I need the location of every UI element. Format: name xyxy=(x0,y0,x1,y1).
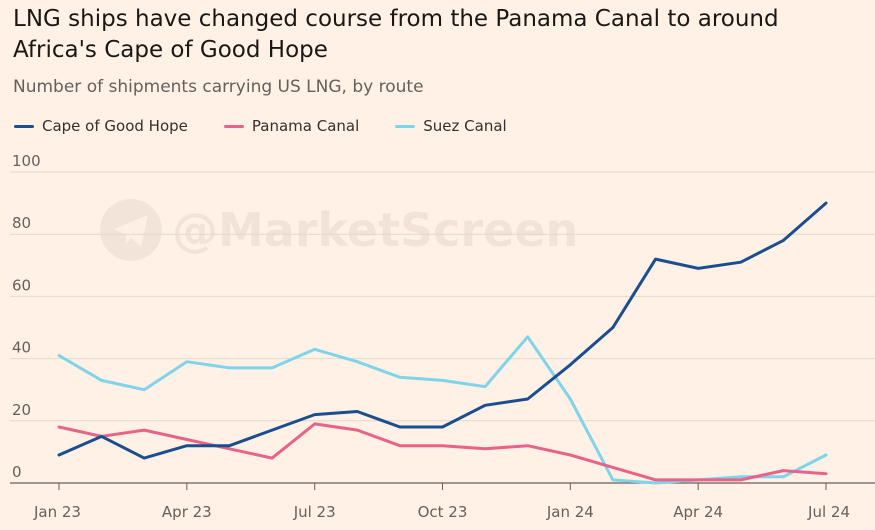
x-tick-label: Jan 23 xyxy=(33,503,81,521)
y-tick-label-100: 100 xyxy=(12,152,41,170)
x-tick-label: Oct 23 xyxy=(418,503,468,521)
legend-swatch-cape xyxy=(14,124,34,128)
chart-subtitle: Number of shipments carrying US LNG, by … xyxy=(13,77,424,97)
legend-label-cape: Cape of Good Hope xyxy=(42,117,188,135)
y-tick-label-20: 20 xyxy=(12,401,31,419)
paper-plane-icon xyxy=(114,215,148,247)
y-tick-label-0: 0 xyxy=(12,463,22,481)
series-line-cape-of-good-hope[interactable] xyxy=(57,201,828,460)
watermark-text: @MarketScreen xyxy=(172,203,578,257)
legend-swatch-panama xyxy=(223,124,244,128)
watermark: @MarketScreen xyxy=(100,199,578,261)
chart-title: LNG ships have changed course from the P… xyxy=(13,6,779,63)
x-tick-label: Jul 24 xyxy=(807,503,850,521)
y-tick-label-80: 80 xyxy=(12,214,31,232)
x-tick-label: Apr 24 xyxy=(673,503,723,521)
x-tick-label: Jan 24 xyxy=(546,503,594,521)
legend-label-suez: Suez Canal xyxy=(423,117,507,135)
x-tick-label: Jul 23 xyxy=(293,503,336,521)
y-tick-label-60: 60 xyxy=(12,276,31,294)
legend-item-suez[interactable]: Suez Canal xyxy=(395,117,507,135)
series-line-panama-canal[interactable] xyxy=(57,422,828,482)
legend-label-panama: Panama Canal xyxy=(251,117,360,135)
legend-item-cape[interactable]: Cape of Good Hope xyxy=(14,117,188,135)
legend: Cape of Good Hope Panama Canal Suez Cana… xyxy=(14,115,543,137)
y-tick-label-40: 40 xyxy=(12,339,31,357)
legend-swatch-suez xyxy=(395,124,416,128)
x-tick-label: Apr 23 xyxy=(162,503,212,521)
legend-item-panama[interactable]: Panama Canal xyxy=(223,117,360,135)
